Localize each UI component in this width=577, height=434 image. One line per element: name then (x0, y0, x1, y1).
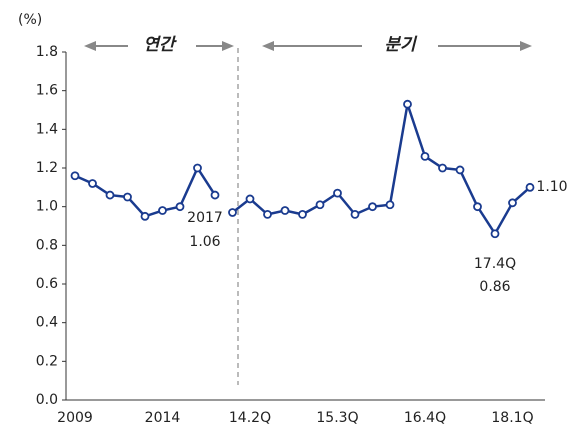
y-tick-label: 0.0 (36, 392, 58, 408)
period-label: 분기 (384, 35, 418, 55)
unit-label: (%) (18, 12, 42, 28)
point (280, 206, 290, 215)
point (490, 229, 500, 239)
value-label: 1.10 (536, 179, 567, 195)
point (70, 171, 80, 181)
point (263, 209, 272, 219)
point (245, 194, 255, 204)
x-tick-label: 2014 (145, 410, 181, 426)
point (333, 188, 342, 198)
x-tick-label: 2009 (57, 410, 93, 426)
x-tick-label: 18.1Q (491, 410, 533, 426)
period-label: 연간 (143, 35, 177, 55)
point (385, 200, 395, 210)
point (175, 202, 185, 212)
point (210, 190, 220, 200)
value-label: 1.06 (189, 234, 220, 250)
point (403, 99, 412, 109)
point (455, 165, 465, 175)
point (350, 209, 360, 219)
annotation: 17.4Q (474, 256, 516, 272)
y-tick-label: 1.6 (36, 83, 58, 99)
annotation: 2017 (187, 210, 223, 226)
point (525, 182, 535, 192)
arrows (84, 41, 532, 51)
point (228, 208, 237, 217)
point (105, 190, 115, 200)
point (473, 202, 482, 212)
point (123, 192, 132, 202)
point (88, 179, 97, 188)
x-tick-label: 16.4Q (404, 410, 446, 426)
point (298, 209, 307, 219)
point (315, 200, 325, 210)
y-tick-label: 1.8 (36, 44, 58, 60)
point (140, 211, 150, 221)
point (420, 151, 430, 161)
y-tick-label: 1.2 (36, 160, 58, 176)
y-tick-label: 1.0 (36, 199, 58, 215)
line-series (231, 103, 531, 237)
y-tick-label: 1.4 (36, 121, 58, 137)
x-tick-label: 15.3Q (316, 410, 358, 426)
value-label: 0.86 (479, 279, 510, 295)
y-tick-label: 0.4 (36, 315, 58, 331)
point (508, 198, 517, 208)
point (438, 163, 447, 173)
x-tick-label: 14.2Q (229, 410, 271, 426)
y-tick-label: 0.6 (36, 276, 58, 292)
point (193, 163, 202, 173)
y-tick-label: 0.8 (36, 237, 58, 253)
point (158, 206, 167, 215)
y-tick-label: 0.2 (36, 353, 58, 369)
point (368, 202, 377, 212)
